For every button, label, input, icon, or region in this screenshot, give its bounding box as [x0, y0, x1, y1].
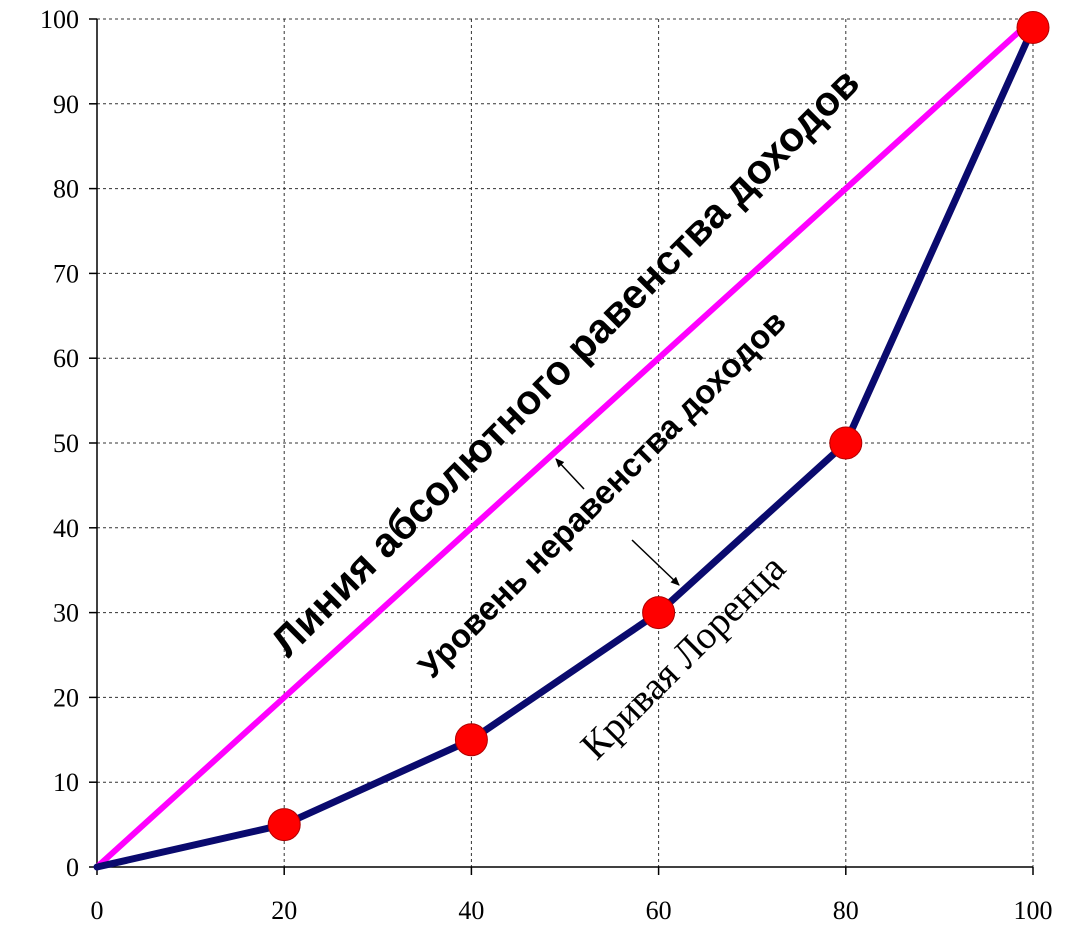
lorenz-point	[454, 723, 488, 757]
x-tick-label: 20	[271, 896, 297, 925]
lorenz-curve-label: Кривая Лоренца	[572, 546, 793, 767]
y-tick-label: 0	[66, 853, 79, 882]
y-tick-label: 50	[53, 429, 79, 458]
tick-labels: 0 10 20 30 40 50 60 70 80 90 100 0 20 40 60 80 100	[40, 5, 1053, 925]
y-tick-label: 30	[53, 599, 79, 628]
lorenz-point	[829, 426, 863, 460]
lorenz-point	[642, 596, 676, 630]
y-tick-label: 40	[53, 514, 79, 543]
lorenz-point	[1016, 10, 1050, 44]
y-tick-label: 100	[40, 5, 79, 34]
x-tick-label: 40	[458, 896, 484, 925]
y-tick-label: 90	[53, 90, 79, 119]
y-tick-label: 80	[53, 175, 79, 204]
equality-line	[94, 16, 1036, 870]
annotations: Линия абсолютного равенства доходов Уров…	[262, 59, 868, 768]
y-tick-label: 20	[53, 683, 79, 712]
x-tick-label: 80	[833, 896, 859, 925]
lorenz-point	[267, 808, 301, 842]
y-tick-label: 60	[53, 344, 79, 373]
inequality-arrow-down	[631, 539, 680, 586]
axes	[89, 18, 1034, 875]
x-tick-label: 60	[646, 896, 672, 925]
y-tick-label: 70	[53, 259, 79, 288]
lorenz-line	[93, 23, 1037, 871]
x-tick-label: 0	[91, 896, 104, 925]
x-tick-label: 100	[1014, 896, 1053, 925]
inequality-arrow-up	[555, 458, 585, 490]
series	[93, 10, 1050, 871]
y-tick-label: 10	[53, 768, 79, 797]
